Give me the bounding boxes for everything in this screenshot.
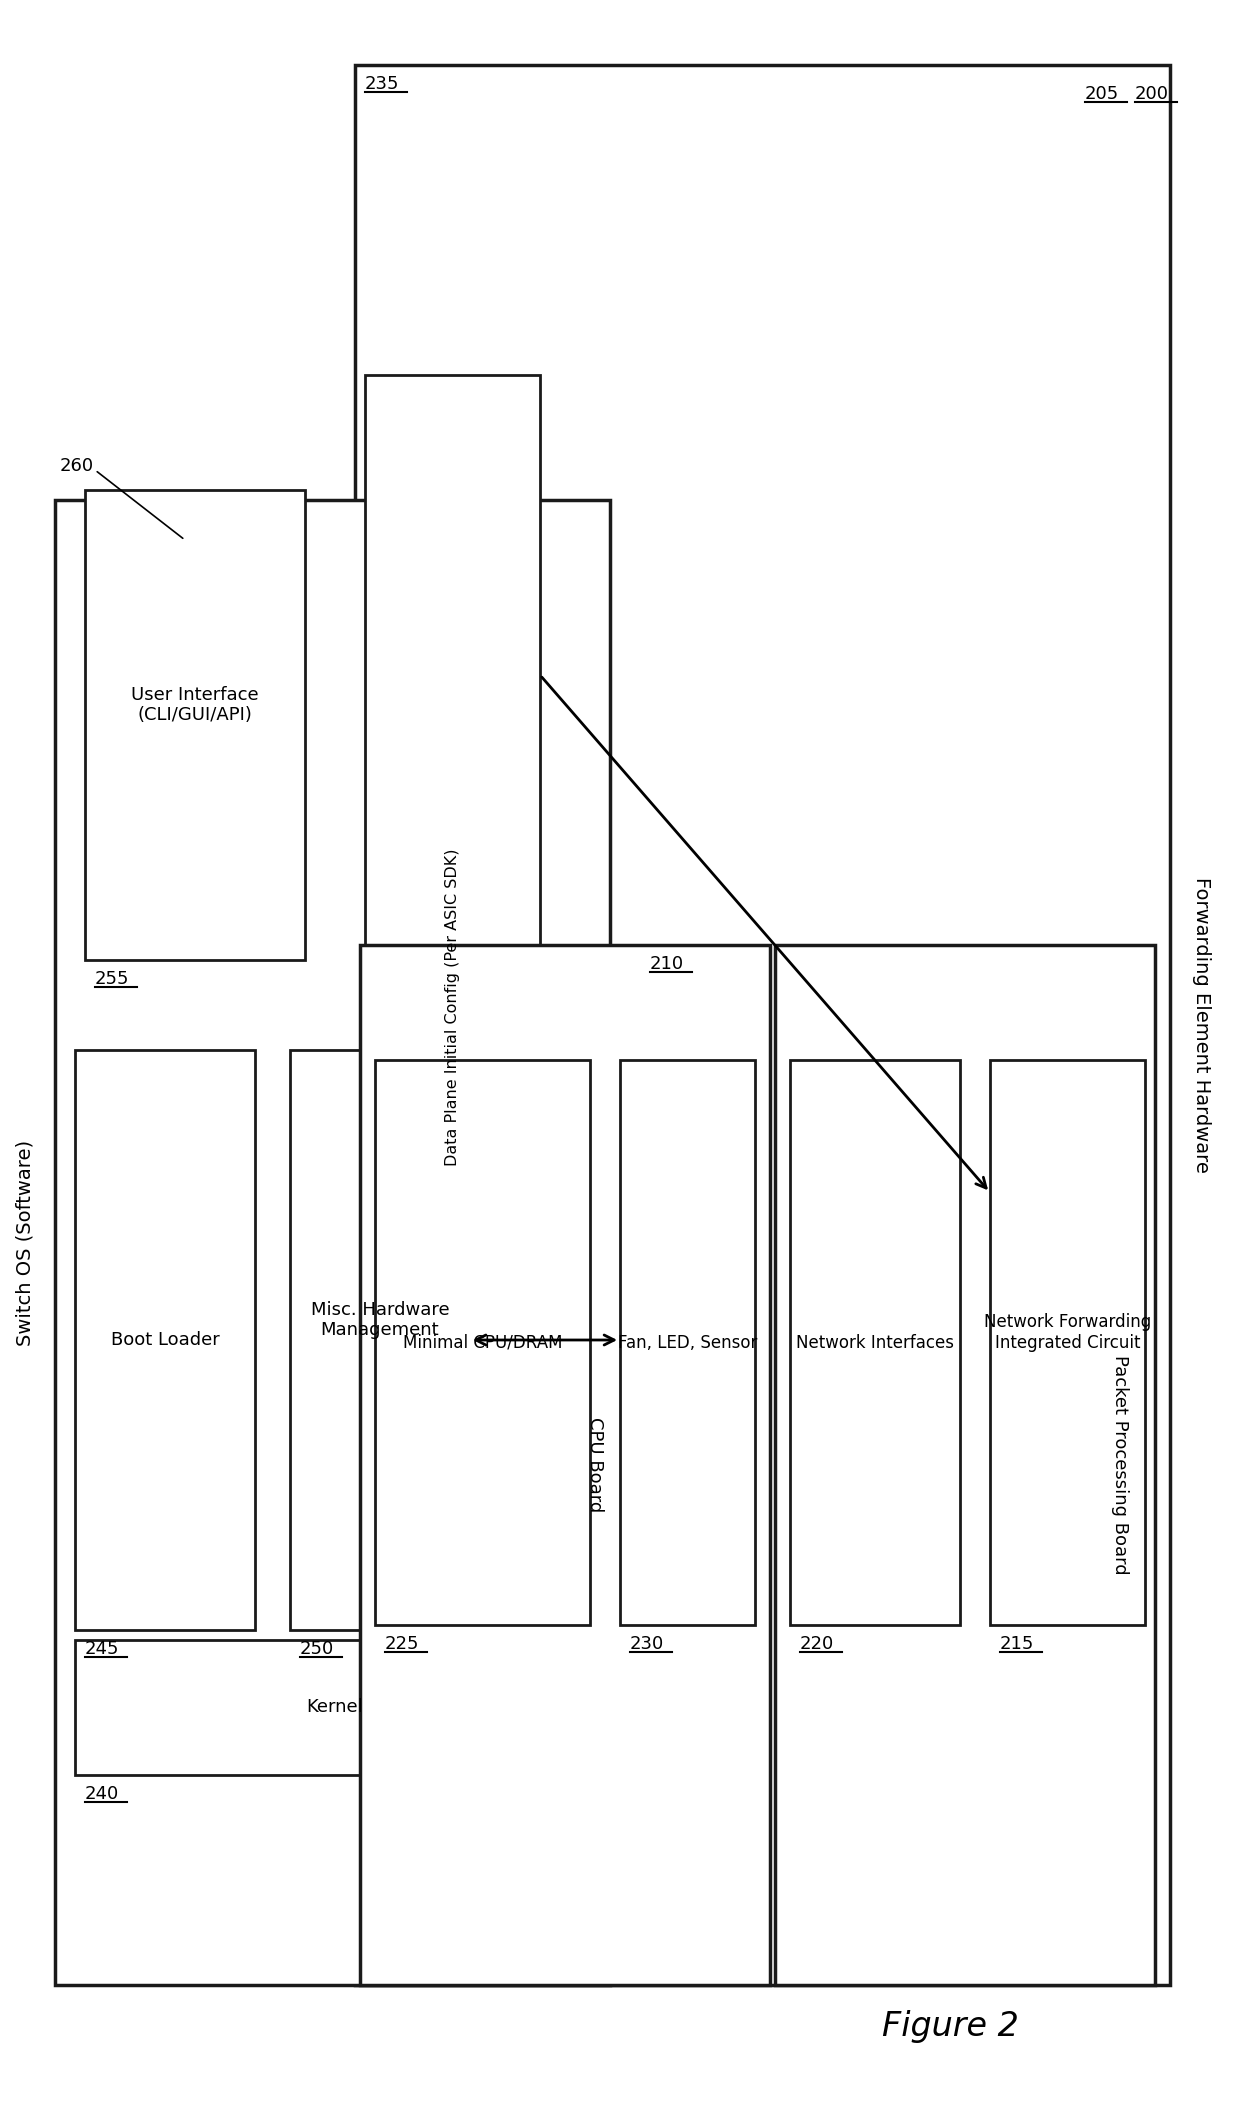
Text: CPU Board: CPU Board xyxy=(587,1416,604,1514)
Bar xyxy=(790,1060,960,1625)
Text: 200: 200 xyxy=(1135,84,1169,103)
Text: Figure 2: Figure 2 xyxy=(882,2010,1018,2043)
Text: 245: 245 xyxy=(86,1640,119,1657)
Text: 225: 225 xyxy=(384,1636,419,1653)
Text: 210: 210 xyxy=(650,954,684,973)
Text: 215: 215 xyxy=(999,1636,1034,1653)
Text: Minimal CPU/DRAM: Minimal CPU/DRAM xyxy=(403,1334,562,1351)
Text: Misc. Hardware
Management: Misc. Hardware Management xyxy=(311,1300,449,1338)
Bar xyxy=(55,500,610,1984)
Bar xyxy=(360,946,770,1984)
Text: 250: 250 xyxy=(300,1640,335,1657)
Text: 205: 205 xyxy=(1085,84,1120,103)
Bar xyxy=(290,1049,470,1630)
Text: 230: 230 xyxy=(630,1636,665,1653)
Bar xyxy=(74,1049,255,1630)
Bar xyxy=(86,490,305,961)
Text: Data Plane Initial Config (Per ASIC SDK): Data Plane Initial Config (Per ASIC SDK) xyxy=(445,849,460,1165)
Text: 235: 235 xyxy=(365,76,399,93)
Text: 255: 255 xyxy=(95,969,129,988)
Bar xyxy=(355,65,1171,1984)
Bar xyxy=(365,376,539,1640)
Bar xyxy=(620,1060,755,1625)
Text: Kernel: Kernel xyxy=(306,1699,363,1716)
Bar xyxy=(775,946,1154,1984)
Bar xyxy=(74,1640,595,1775)
Text: Packet Processing Board: Packet Processing Board xyxy=(1111,1355,1128,1575)
Text: 260: 260 xyxy=(60,456,94,475)
Text: Boot Loader: Boot Loader xyxy=(110,1332,219,1349)
Bar xyxy=(374,1060,590,1625)
Text: 220: 220 xyxy=(800,1636,835,1653)
Text: Fan, LED, Sensor: Fan, LED, Sensor xyxy=(618,1334,758,1351)
Text: Network Interfaces: Network Interfaces xyxy=(796,1334,954,1351)
Bar xyxy=(990,1060,1145,1625)
Text: Network Forwarding
Integrated Circuit: Network Forwarding Integrated Circuit xyxy=(983,1313,1151,1351)
Text: Switch OS (Software): Switch OS (Software) xyxy=(15,1140,35,1345)
Text: User Interface
(CLI/GUI/API): User Interface (CLI/GUI/API) xyxy=(131,686,259,724)
Text: 240: 240 xyxy=(86,1786,119,1803)
Text: Forwarding Element Hardware: Forwarding Element Hardware xyxy=(1193,876,1211,1174)
